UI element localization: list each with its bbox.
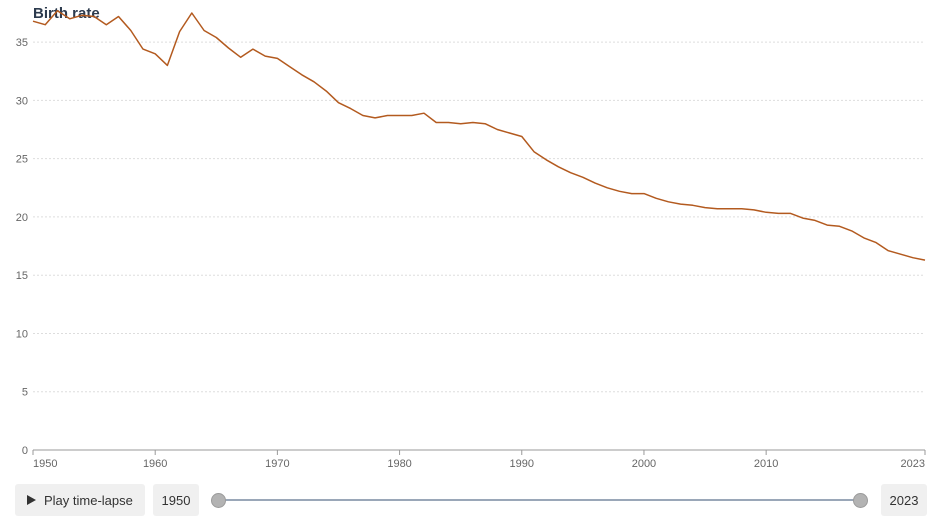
x-axis-tick-labels: 1950 1960 1970 1980 1990 2000 2010 2023 [33, 458, 925, 470]
y-axis-tick-labels: 0 5 10 15 20 25 30 35 [16, 37, 28, 457]
y-tick-label-5: 5 [22, 387, 28, 399]
x-tick-label-1990: 1990 [510, 458, 534, 470]
series-layer [32, 9, 926, 261]
y-tick-label-25: 25 [16, 154, 28, 166]
play-icon [27, 495, 36, 505]
x-tick-label-2010: 2010 [754, 458, 778, 470]
end-year-label[interactable]: 2023 [881, 484, 927, 516]
timeline-slider-track[interactable] [219, 499, 861, 501]
x-tick-label-1980: 1980 [387, 458, 411, 470]
play-time-lapse-button[interactable]: Play time-lapse [15, 484, 145, 516]
y-tick-label-35: 35 [16, 37, 28, 49]
series-line-0 [32, 9, 926, 261]
timeline-controls: Play time-lapse 1950 2023 [0, 484, 939, 518]
y-tick-label-30: 30 [16, 95, 28, 107]
x-tick-label-2023: 2023 [901, 458, 925, 470]
timeline-start-handle[interactable] [211, 493, 226, 508]
start-year-label[interactable]: 1950 [153, 484, 199, 516]
y-tick-label-10: 10 [16, 328, 28, 340]
x-tick-label-2000: 2000 [632, 458, 656, 470]
x-axis [32, 449, 926, 455]
y-tick-label-15: 15 [16, 270, 28, 282]
x-tick-label-1970: 1970 [265, 458, 289, 470]
play-time-lapse-label: Play time-lapse [44, 492, 133, 508]
grid-lines [33, 41, 925, 393]
timeline-end-handle[interactable] [853, 493, 868, 508]
birth-rate-chart: 0 5 10 15 20 25 30 35 1950 1960 1970 1980 1990 2000 2… [16, 9, 926, 470]
y-tick-label-20: 20 [16, 212, 28, 224]
x-tick-label-1950: 1950 [33, 458, 57, 470]
x-tick-label-1960: 1960 [143, 458, 167, 470]
chart-title: Birth rate [33, 5, 100, 22]
y-tick-label-0: 0 [22, 445, 28, 457]
